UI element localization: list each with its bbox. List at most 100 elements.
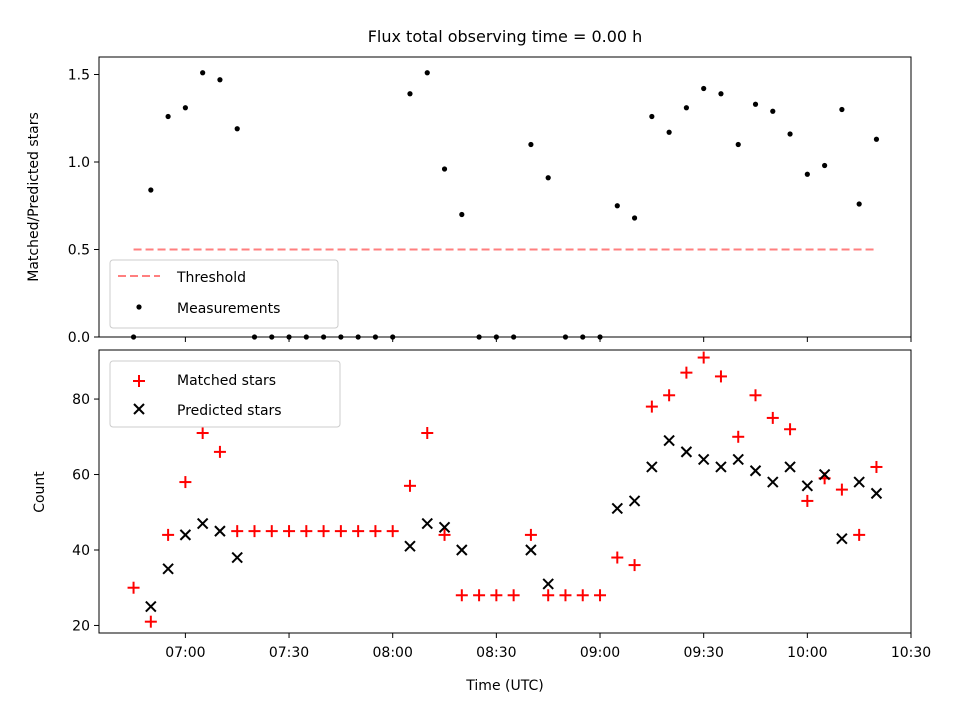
matched-point (507, 589, 520, 602)
x-tick-label: 07:00 (165, 645, 205, 661)
legend-predicted-swatch (133, 403, 145, 415)
predicted-point (231, 551, 243, 564)
predicted-point (853, 476, 865, 488)
x-tick-label: 09:00 (580, 645, 620, 661)
measurement-point (217, 77, 223, 83)
predicted-point (179, 529, 192, 541)
measurement-point (752, 101, 759, 107)
measurement-point (493, 334, 499, 340)
chart-title: Flux total observing time = 0.00 h (368, 27, 643, 46)
matched-point (421, 427, 434, 440)
predicted-point (438, 521, 451, 534)
matched-point (611, 551, 624, 564)
predicted-point (749, 465, 762, 477)
measurement-point (770, 108, 776, 114)
measurement-point (476, 334, 482, 340)
predicted-point (646, 461, 658, 473)
measurement-point (320, 334, 327, 340)
measurement-point (148, 187, 154, 193)
matched-point (265, 525, 278, 538)
measurement-point (683, 105, 690, 111)
measurement-point (407, 91, 413, 97)
top-y-tick-label: 1.5 (68, 68, 90, 84)
x-tick-label: 08:30 (476, 645, 516, 661)
top-y-tick-label: 0.0 (68, 330, 90, 346)
top-axes-frame (98, 56, 912, 338)
matched-point (714, 370, 727, 383)
predicted-point (732, 453, 744, 466)
matched-point (352, 525, 365, 538)
measurement-point (355, 334, 361, 340)
matched-point (697, 351, 710, 364)
measurement-point (390, 334, 396, 340)
measurement-point (804, 171, 810, 177)
predicted-point (836, 532, 848, 545)
predicted-point (870, 487, 883, 500)
measurement-point (303, 334, 309, 340)
measurement-point (165, 113, 171, 120)
matched-point (766, 411, 779, 424)
x-tick-label: 10:00 (787, 645, 827, 661)
matched-point (835, 483, 848, 496)
bottom-legend: Matched stars Predicted stars (109, 360, 341, 428)
bottom-y-axis-label: Count (32, 471, 48, 513)
matched-points (127, 351, 883, 628)
top-legend: Threshold Measurements (109, 259, 339, 329)
measurement-point (511, 334, 517, 340)
measurement-point (631, 215, 638, 221)
measurement-point (251, 334, 258, 340)
measurement-point (666, 129, 672, 135)
matched-point (231, 525, 244, 538)
measurement-points (130, 70, 880, 340)
measurement-point (459, 211, 465, 218)
measurement-point (597, 334, 603, 340)
predicted-point (525, 544, 537, 556)
bottom-y-ticks: 20 40 60 80 (72, 392, 99, 634)
matched-point (248, 525, 261, 538)
legend-measurement-swatch (136, 304, 142, 310)
measurement-point (856, 201, 862, 207)
predicted-point (542, 578, 554, 590)
bottom-y-tick-label: 20 (72, 618, 90, 634)
x-tick-label: 10:30 (891, 645, 931, 661)
matched-point (749, 389, 762, 402)
x-tick-label: 09:30 (684, 645, 724, 661)
x-tick-label: 08:00 (373, 645, 413, 661)
measurement-point (614, 203, 620, 209)
measurement-point (701, 85, 707, 92)
predicted-point (697, 453, 710, 466)
bottom-y-tick-label: 60 (72, 468, 90, 484)
matched-point (127, 581, 140, 594)
matched-point (732, 430, 745, 443)
measurement-point (286, 334, 292, 340)
matched-point (162, 528, 175, 541)
measurement-point (182, 105, 188, 111)
bottom-x-ticks: 07:00 07:30 08:00 08:30 09:00 09:30 10:00 10:30 (165, 633, 931, 661)
predicted-point (214, 525, 226, 537)
predicted-point (715, 461, 727, 473)
matched-point (784, 423, 797, 436)
measurement-point (200, 70, 206, 76)
matched-point (369, 525, 382, 538)
x-tick-label: 07:30 (269, 645, 309, 661)
predicted-point (196, 517, 209, 530)
matched-point (473, 589, 486, 602)
predicted-point (162, 563, 174, 575)
matched-point (213, 445, 226, 458)
measurement-point (545, 175, 551, 181)
legend-threshold-label: Threshold (176, 270, 246, 286)
predicted-point (801, 480, 814, 492)
predicted-point (818, 468, 831, 481)
matched-point (680, 366, 693, 379)
measurement-point (649, 113, 655, 120)
matched-point (645, 400, 658, 413)
matched-point (853, 528, 866, 541)
top-y-tick-label: 0.5 (68, 243, 90, 259)
legend-predicted-label: Predicted stars (177, 403, 282, 419)
predicted-point (663, 434, 675, 447)
predicted-point (421, 517, 433, 530)
measurement-point (130, 334, 137, 340)
bottom-panel: 20 40 60 80 07:00 07:30 08:00 08:30 09:00 09:30 1… (32, 349, 931, 694)
predicted-point (784, 461, 796, 473)
top-y-tick-label: 1.0 (68, 155, 90, 171)
